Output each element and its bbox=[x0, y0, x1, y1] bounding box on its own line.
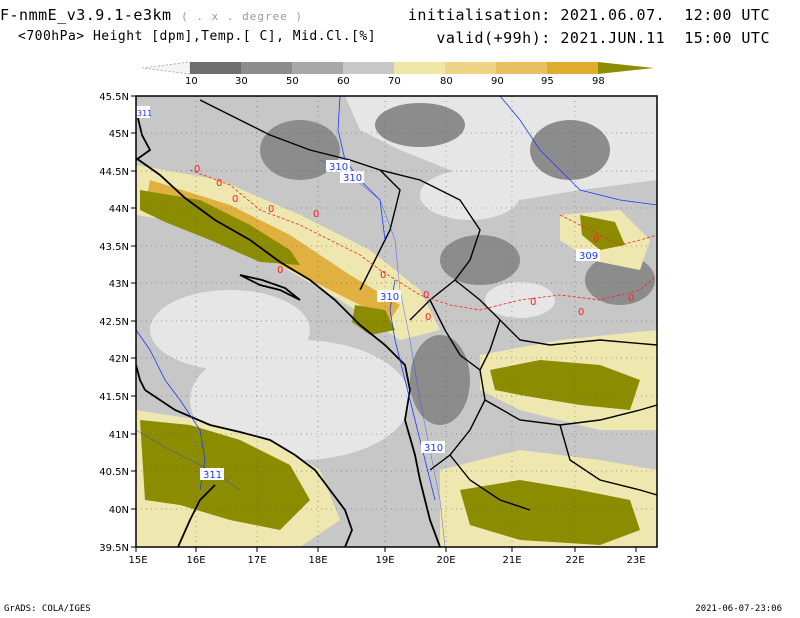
temp-label: 0 bbox=[380, 270, 386, 281]
height-labels: 311 310 310 310 309 310 311 bbox=[136, 106, 600, 481]
lat-label: 45.5N bbox=[99, 92, 129, 103]
lat-label: 43N bbox=[109, 279, 129, 290]
temp-labels: 0 0 0 0 0 0 0 0 0 0 0 0 0 bbox=[194, 164, 634, 323]
lat-label: 44.5N bbox=[99, 167, 129, 178]
height-label: 310 bbox=[329, 162, 348, 173]
colorbar-level: 10 bbox=[185, 76, 198, 87]
lat-label: 43.5N bbox=[99, 242, 129, 253]
colorbar-level: 50 bbox=[286, 76, 299, 87]
colorbar-level: 90 bbox=[491, 76, 504, 87]
height-label: 311 bbox=[137, 109, 152, 118]
lat-label: 40N bbox=[109, 505, 129, 516]
temp-label: 0 bbox=[425, 312, 431, 323]
borders bbox=[199, 99, 657, 511]
temp-label: 0 bbox=[194, 164, 200, 175]
cloud-field-olive bbox=[140, 190, 640, 545]
height-contours bbox=[136, 159, 446, 547]
lat-label: 42.5N bbox=[99, 317, 129, 328]
temp-label: 0 bbox=[530, 297, 536, 308]
lat-label: 41.5N bbox=[99, 392, 129, 403]
valid-value: 2021.JUN.11 15:00 UTC bbox=[560, 29, 770, 47]
lon-label: 18E bbox=[308, 555, 327, 566]
colorbar-level: 80 bbox=[440, 76, 453, 87]
rivers bbox=[136, 96, 657, 501]
colorbar-level: 98 bbox=[592, 76, 605, 87]
temp-label: 0 bbox=[593, 234, 599, 245]
title-variables: <700hPa> Height [dpm],Temp.[ C], Mid.Cl.… bbox=[18, 29, 377, 44]
temp-label: 0 bbox=[277, 265, 283, 276]
temp-label: 0 bbox=[313, 209, 319, 220]
lon-label: 21E bbox=[502, 555, 521, 566]
colorbar-level: 95 bbox=[541, 76, 554, 87]
lon-label: 17E bbox=[247, 555, 266, 566]
colorbar-segment bbox=[445, 62, 496, 74]
lat-label: 41N bbox=[109, 430, 129, 441]
colorbar-segment bbox=[292, 62, 343, 74]
colorbar-segment bbox=[496, 62, 547, 74]
lon-labels: 15E 16E 17E 18E 19E 20E 21E 22E 23E bbox=[128, 555, 645, 566]
lon-label: 19E bbox=[375, 555, 394, 566]
colorbar-segment bbox=[190, 62, 241, 74]
coastlines bbox=[136, 109, 441, 547]
init-label: initialisation: bbox=[407, 6, 551, 24]
model-name: F-nmmE_v3.9.1-e3km bbox=[0, 6, 172, 24]
colorbar-segment bbox=[547, 62, 598, 74]
graticule bbox=[136, 96, 657, 547]
temp-label: 0 bbox=[268, 204, 274, 215]
colorbar-segment bbox=[241, 62, 292, 74]
lon-label: 16E bbox=[186, 555, 205, 566]
colorbar-level: 60 bbox=[337, 76, 350, 87]
height-label: 309 bbox=[579, 251, 598, 262]
height-label: 310 bbox=[380, 292, 399, 303]
clear-areas bbox=[150, 170, 555, 460]
lon-label: 20E bbox=[436, 555, 455, 566]
temp-label: 0 bbox=[216, 178, 222, 189]
init-value: 2021.06.07. 12:00 UTC bbox=[560, 6, 770, 24]
temp-label: 0 bbox=[232, 194, 238, 205]
valid-label: valid(+99h): bbox=[436, 29, 551, 47]
lon-label: 15E bbox=[128, 555, 147, 566]
colorbar: 10 30 50 60 70 80 90 95 98 bbox=[141, 61, 654, 87]
lat-label: 42N bbox=[109, 354, 129, 365]
colorbar-high-arrow bbox=[598, 62, 654, 74]
footer-timestamp: 2021-06-07-23:06 bbox=[695, 604, 782, 614]
temp-contours bbox=[189, 169, 657, 311]
init-time: initialisation: 2021.06.07. 12:00 UTC bbox=[408, 6, 770, 24]
colorbar-low-arrow bbox=[141, 61, 191, 75]
lat-labels: 45.5N 45N 44.5N 44N 43.5N 43N 42.5N 42N … bbox=[99, 92, 129, 554]
colorbar-level: 70 bbox=[388, 76, 401, 87]
title-model: F-nmmE_v3.9.1-e3km ( . x . degree ) bbox=[0, 6, 303, 24]
temp-label: 0 bbox=[628, 293, 634, 304]
temp-label: 0 bbox=[423, 290, 429, 301]
colorbar-level: 30 bbox=[235, 76, 248, 87]
footer-credit: GrADS: COLA/IGES bbox=[4, 604, 91, 614]
height-label: 310 bbox=[424, 443, 443, 454]
temp-label: 0 bbox=[578, 307, 584, 318]
colorbar-segment bbox=[343, 62, 394, 74]
lat-label: 44N bbox=[109, 204, 129, 215]
lon-label: 22E bbox=[565, 555, 584, 566]
height-label: 311 bbox=[203, 470, 222, 481]
map-area: 311 310 310 310 309 310 311 0 0 0 0 0 0 … bbox=[136, 96, 657, 547]
colorbar-segment bbox=[394, 62, 445, 74]
lat-label: 39.5N bbox=[99, 543, 129, 554]
height-label: 310 bbox=[343, 173, 362, 184]
grid-spec: ( . x . degree ) bbox=[181, 10, 304, 23]
lat-label: 40.5N bbox=[99, 467, 129, 478]
lat-label: 45N bbox=[109, 129, 129, 140]
valid-time: valid(+99h): 2021.JUN.11 15:00 UTC bbox=[436, 29, 770, 47]
ticks bbox=[131, 95, 637, 552]
lon-label: 23E bbox=[626, 555, 645, 566]
